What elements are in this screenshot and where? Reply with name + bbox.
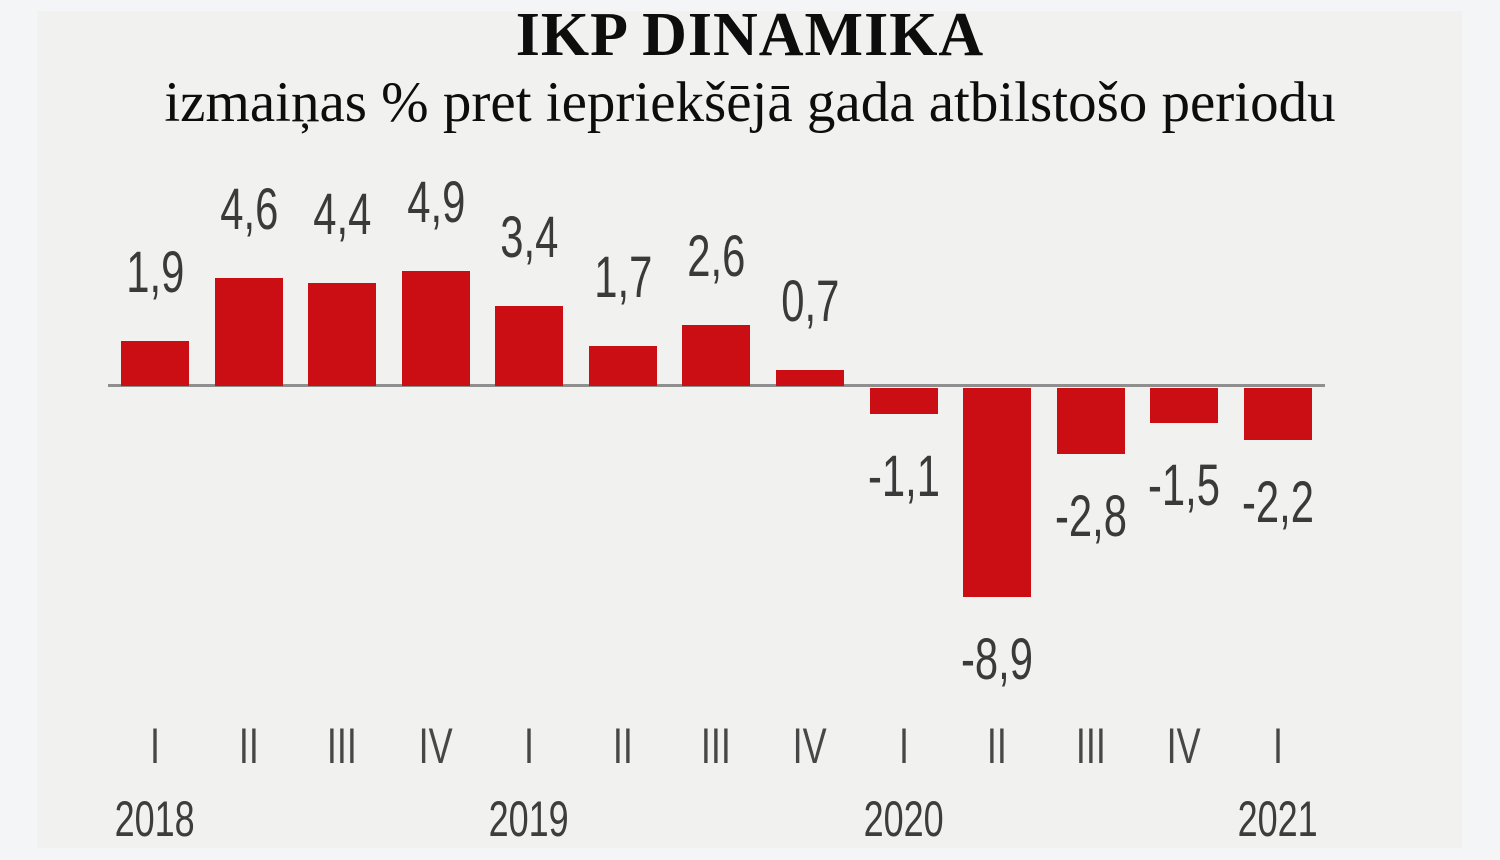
year-label: 2021	[1237, 791, 1319, 847]
year-label: 2018	[114, 791, 196, 847]
value-label: 0,7	[780, 269, 840, 334]
quarter-tick-label: II	[986, 718, 1007, 774]
value-label: 4,9	[406, 170, 466, 235]
bar	[215, 278, 283, 386]
quarter-tick-label: I	[523, 718, 535, 774]
bar	[402, 271, 470, 386]
quarter-tick-label: II	[238, 718, 259, 774]
quarter-tick-label: I	[1272, 718, 1284, 774]
bar	[870, 388, 938, 414]
quarter-tick-label: III	[326, 718, 358, 774]
year-label: 2020	[863, 791, 945, 847]
chart-subtitle: izmaiņas % pret iepriekšējā gada atbilst…	[164, 71, 1336, 134]
value-label: -1,5	[1148, 453, 1220, 518]
bar	[121, 341, 189, 386]
bar	[963, 388, 1031, 597]
value-label: 4,6	[219, 177, 279, 242]
quarter-tick-label: I	[149, 718, 161, 774]
chart-panel	[37, 11, 1462, 848]
quarter-tick-label: IV	[1166, 718, 1202, 774]
value-label: 2,6	[686, 224, 746, 289]
value-label: -8,9	[961, 627, 1033, 692]
bar	[589, 346, 657, 386]
bar	[1150, 388, 1218, 423]
quarter-tick-label: IV	[418, 718, 454, 774]
quarter-tick-label: III	[1075, 718, 1107, 774]
value-label: -2,8	[1055, 484, 1127, 549]
quarter-tick-label: IV	[792, 718, 828, 774]
year-label: 2019	[488, 791, 570, 847]
bar	[308, 283, 376, 386]
bar	[682, 325, 750, 386]
value-label: -2,2	[1242, 470, 1314, 535]
value-label: -1,1	[868, 444, 940, 509]
quarter-tick-label: III	[700, 718, 732, 774]
bar	[776, 370, 844, 386]
value-label: 1,9	[125, 240, 185, 305]
value-label: 3,4	[499, 205, 559, 270]
bar	[495, 306, 563, 386]
quarter-tick-label: I	[898, 718, 910, 774]
bar	[1244, 388, 1312, 440]
value-label: 1,7	[593, 245, 653, 310]
value-label: 4,4	[312, 182, 372, 247]
bar	[1057, 388, 1125, 454]
chart-title: IKP DINAMIKA	[515, 1, 985, 69]
quarter-tick-label: II	[612, 718, 633, 774]
